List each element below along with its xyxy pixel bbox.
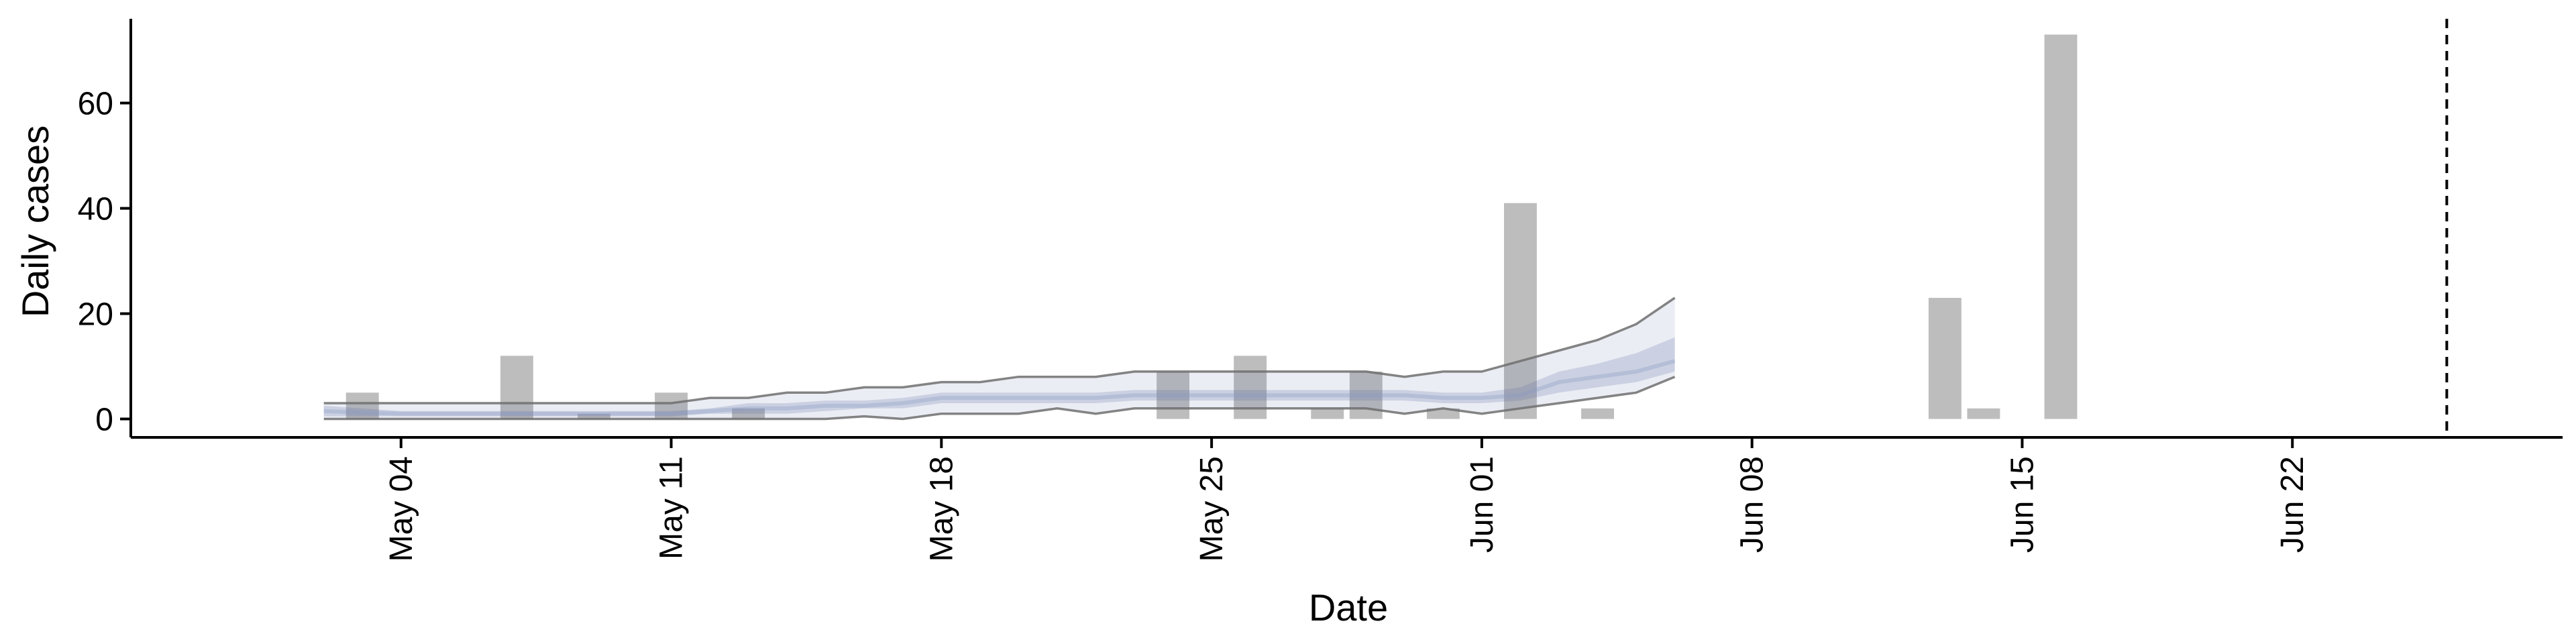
upper-bound-line: [323, 297, 1676, 405]
x-axis-title: Date: [1309, 586, 1388, 629]
y-axis-title: Daily cases: [14, 125, 56, 317]
case-bar: [2044, 34, 2078, 419]
case-bar: [1928, 298, 1962, 419]
case-bar: [500, 356, 533, 419]
y-tick-label: 0: [95, 402, 113, 438]
y-tick-label: 60: [78, 87, 113, 122]
case-bar: [1581, 408, 1614, 419]
x-tick-label: May 04: [384, 456, 419, 561]
x-tick-label: Jun 15: [2004, 456, 2040, 553]
case-bar: [578, 413, 610, 419]
lower-bound-line: [323, 376, 1676, 421]
case-bar: [1503, 203, 1537, 419]
case-bar: [1311, 408, 1344, 419]
case-bar: [1967, 408, 2000, 419]
y-tick-label: 40: [78, 192, 113, 227]
case-bar: [1157, 371, 1190, 419]
outer-interval-band: [323, 298, 1675, 419]
estimate-bands: [323, 297, 1676, 421]
case-bar: [1426, 408, 1460, 419]
x-tick-label: Jun 01: [1464, 456, 1500, 553]
x-tick-label: May 18: [924, 456, 959, 561]
x-tick-label: May 11: [654, 456, 690, 559]
median-estimate-line: [323, 359, 1676, 416]
case-bar: [345, 392, 379, 419]
case-bar: [732, 408, 765, 419]
inner-interval-band: [323, 337, 1675, 417]
case-bar: [655, 392, 688, 419]
x-tick-label: Jun 22: [2275, 456, 2310, 553]
y-tick-label: 20: [78, 297, 113, 333]
axes: 0 20 40 60 May 04 May 11 May 18 May 25 Jun 01 Jun…: [78, 19, 2563, 561]
case-bars: [345, 34, 2078, 419]
x-tick-label: Jun 08: [1735, 456, 1770, 553]
x-tick-label: May 25: [1194, 456, 1230, 561]
